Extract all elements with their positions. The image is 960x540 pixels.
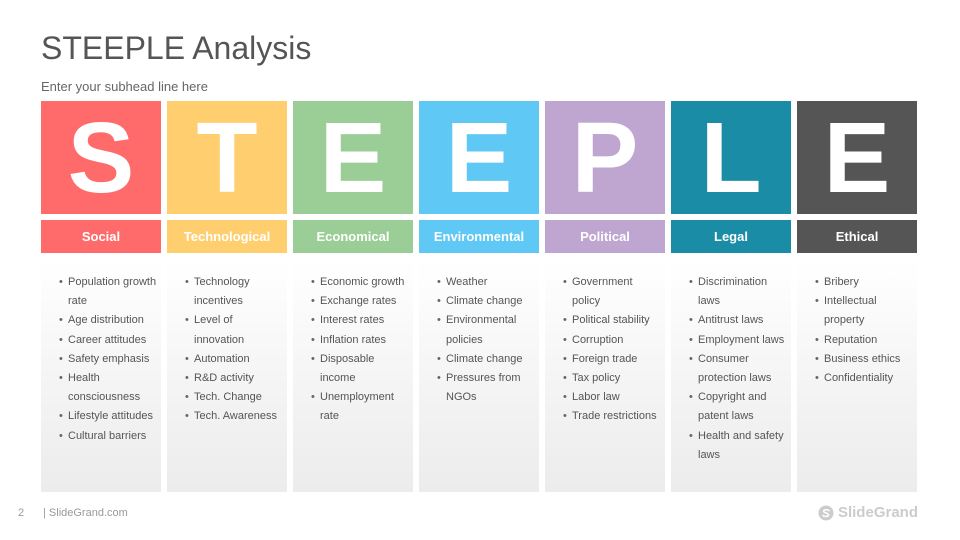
factor-item: Climate change [437,350,535,369]
factor-item: Tax policy [563,369,661,388]
letter-tile: P [545,101,665,214]
factor-item: Pressures from NGOs [437,369,535,407]
steeple-column-legal: L Legal Discrimination lawsAntitrust lawsE… [671,101,791,492]
category-label: Ethical [797,220,917,253]
slide-title: STEEPLE Analysis [41,30,312,66]
category-label: Social [41,220,161,253]
category-label: Legal [671,220,791,253]
factor-item: Consumer protection laws [689,350,787,388]
steeple-column-technological: T Technological Technology incentivesLevel… [167,101,287,492]
factor-list: WeatherClimate changeEnvironmental polic… [419,259,539,407]
slide-subhead: Enter your subhead line here [41,79,208,94]
factor-list-panel: Economic growthExchange ratesInterest ra… [293,259,413,492]
factor-list: Population growth rateAge distributionCa… [41,259,161,446]
factor-item: R&D activity [185,369,283,388]
letter-tile: E [419,101,539,214]
factor-item: Technology incentives [185,273,283,311]
factor-list-panel: Technology incentivesLevel of innovation… [167,259,287,492]
letter-tile: L [671,101,791,214]
factor-item: Copyright and patent laws [689,388,787,426]
factor-item: Confidentiality [815,369,913,388]
factor-item: Population growth rate [59,273,157,311]
slidegrand-logo-icon [818,505,834,521]
category-label: Economical [293,220,413,253]
factor-item: Climate change [437,292,535,311]
factor-list: Technology incentivesLevel of innovation… [167,259,287,427]
factor-item: Discrimination laws [689,273,787,311]
letter-tile: S [41,101,161,214]
factor-item: Safety emphasis [59,350,157,369]
factor-item: Intellectual property [815,292,913,330]
factor-item: Employment laws [689,331,787,350]
letter-tile: T [167,101,287,214]
factor-item: Business ethics [815,350,913,369]
steeple-column-political: P Political Government policyPolitical sta… [545,101,665,492]
footer-website: | SlideGrand.com [43,507,128,519]
category-label: Political [545,220,665,253]
factor-item: Trade restrictions [563,407,661,426]
page-number: 2 [18,507,25,519]
factor-item: Government policy [563,273,661,311]
factor-item: Bribery [815,273,913,292]
brand-logo: SlideGrand [818,504,918,521]
letter-tile: E [797,101,917,214]
factor-item: Interest rates [311,311,409,330]
factor-item: Career attitudes [59,331,157,350]
steeple-column-economical: E Economical Economic growthExchange rates… [293,101,413,492]
factor-item: Health and safety laws [689,427,787,465]
factor-list: Discrimination lawsAntitrust lawsEmploym… [671,259,791,465]
factor-item: Level of innovation [185,311,283,349]
steeple-column-environmental: EEnvironmentalWeatherClimate changeEnvir… [419,101,539,492]
factor-item: Age distribution [59,311,157,330]
factor-item: Weather [437,273,535,292]
factor-list: Economic growthExchange ratesInterest ra… [293,259,413,427]
factor-item: Automation [185,350,283,369]
steeple-column-social: S Social Population growth rateAge distrib… [41,101,161,492]
factor-item: Tech. Change [185,388,283,407]
category-label: Technological [167,220,287,253]
factor-list-panel: WeatherClimate changeEnvironmental polic… [419,259,539,492]
factor-item: Political stability [563,311,661,330]
factor-item: Environmental policies [437,311,535,349]
factor-item: Exchange rates [311,292,409,311]
factor-list: BriberyIntellectual propertyReputationBu… [797,259,917,388]
factor-item: Labor law [563,388,661,407]
factor-item: Inflation rates [311,331,409,350]
factor-item: Foreign trade [563,350,661,369]
factor-list-panel: Population growth rateAge distributionCa… [41,259,161,492]
factor-item: Tech. Awareness [185,407,283,426]
letter-tile: E [293,101,413,214]
steeple-column-ethical: E Ethical BriberyIntellectual propertyRepu… [797,101,917,492]
factor-list: Government policyPolitical stabilityCorr… [545,259,665,427]
factor-item: Lifestyle attitudes [59,407,157,426]
category-label: Environmental [419,220,539,253]
factor-list-panel: Discrimination lawsAntitrust lawsEmploym… [671,259,791,492]
brand-name: SlideGrand [837,504,918,521]
factor-list-panel: BriberyIntellectual propertyReputationBu… [797,259,917,492]
steeple-columns: S Social Population growth rateAge distrib… [41,101,919,492]
factor-item: Cultural barriers [59,427,157,446]
factor-item: Reputation [815,331,913,350]
factor-item: Health consciousness [59,369,157,407]
factor-item: Unemployment rate [311,388,409,426]
factor-item: Antitrust laws [689,311,787,330]
factor-item: Corruption [563,331,661,350]
factor-item: Disposable income [311,350,409,388]
factor-item: Economic growth [311,273,409,292]
factor-list-panel: Government policyPolitical stabilityCorr… [545,259,665,492]
